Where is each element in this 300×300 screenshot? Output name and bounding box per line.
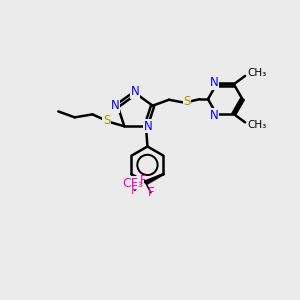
Text: CH₃: CH₃ [248, 120, 267, 130]
Text: N: N [210, 76, 219, 89]
Text: F: F [148, 186, 154, 199]
Text: N: N [210, 109, 219, 122]
Text: F: F [131, 184, 138, 197]
Text: N: N [144, 120, 152, 133]
Text: F: F [140, 174, 147, 187]
Text: N: N [131, 85, 140, 98]
Text: CH₃: CH₃ [248, 68, 267, 79]
Text: N: N [111, 99, 120, 112]
Text: S: S [183, 95, 190, 108]
Text: CF₃: CF₃ [123, 176, 143, 190]
Text: S: S [103, 114, 110, 127]
